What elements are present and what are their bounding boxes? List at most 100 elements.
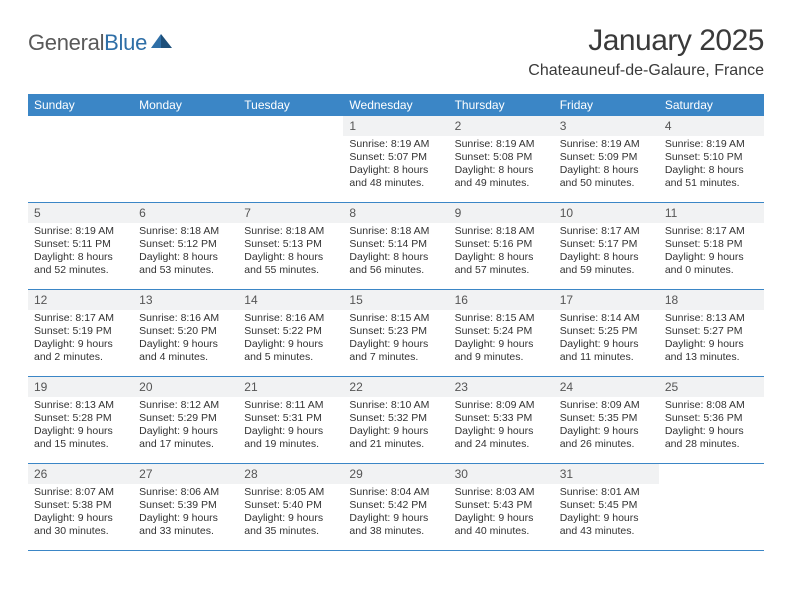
sunset-line: Sunset: 5:42 PM	[349, 499, 442, 512]
daylight-line: and 57 minutes.	[455, 264, 548, 277]
sunset-line: Sunset: 5:27 PM	[665, 325, 758, 338]
daylight-line: Daylight: 9 hours	[560, 512, 653, 525]
day-number: 3	[554, 116, 659, 136]
day-body: Sunrise: 8:08 AMSunset: 5:36 PMDaylight:…	[659, 397, 764, 455]
day-cell: 7 Sunrise: 8:18 AMSunset: 5:13 PMDaylight…	[238, 203, 343, 289]
day-number	[133, 116, 238, 136]
sunset-line: Sunset: 5:29 PM	[139, 412, 232, 425]
day-number: 14	[238, 290, 343, 310]
daylight-line: and 48 minutes.	[349, 177, 442, 190]
sunrise-line: Sunrise: 8:11 AM	[244, 399, 337, 412]
day-cell: 21Sunrise: 8:11 AMSunset: 5:31 PMDayligh…	[238, 377, 343, 463]
daylight-line: and 24 minutes.	[455, 438, 548, 451]
day-number: 23	[449, 377, 554, 397]
day-number: 27	[133, 464, 238, 484]
daylight-line: and 15 minutes.	[34, 438, 127, 451]
sunset-line: Sunset: 5:07 PM	[349, 151, 442, 164]
day-body	[133, 136, 238, 142]
daylight-line: and 40 minutes.	[455, 525, 548, 538]
sunrise-line: Sunrise: 8:19 AM	[34, 225, 127, 238]
day-body	[238, 136, 343, 142]
day-number	[659, 464, 764, 484]
daylight-line: and 11 minutes.	[560, 351, 653, 364]
sunrise-line: Sunrise: 8:08 AM	[665, 399, 758, 412]
sunrise-line: Sunrise: 8:18 AM	[349, 225, 442, 238]
sunrise-line: Sunrise: 8:12 AM	[139, 399, 232, 412]
daylight-line: Daylight: 9 hours	[349, 512, 442, 525]
daylight-line: Daylight: 9 hours	[349, 425, 442, 438]
sunrise-line: Sunrise: 8:17 AM	[560, 225, 653, 238]
daylight-line: Daylight: 9 hours	[560, 338, 653, 351]
daylight-line: and 28 minutes.	[665, 438, 758, 451]
daylight-line: and 43 minutes.	[560, 525, 653, 538]
day-cell: 31Sunrise: 8:01 AMSunset: 5:45 PMDayligh…	[554, 464, 659, 550]
day-body: Sunrise: 8:16 AMSunset: 5:22 PMDaylight:…	[238, 310, 343, 368]
day-header-row: Sunday Monday Tuesday Wednesday Thursday…	[28, 94, 764, 116]
daylight-line: Daylight: 9 hours	[139, 425, 232, 438]
daylight-line: and 53 minutes.	[139, 264, 232, 277]
day-header-cell: Tuesday	[238, 94, 343, 116]
day-number: 7	[238, 203, 343, 223]
sunset-line: Sunset: 5:38 PM	[34, 499, 127, 512]
day-cell: 17Sunrise: 8:14 AMSunset: 5:25 PMDayligh…	[554, 290, 659, 376]
day-cell: 8Sunrise: 8:18 AMSunset: 5:14 PMDaylight…	[343, 203, 448, 289]
sunset-line: Sunset: 5:16 PM	[455, 238, 548, 251]
sunrise-line: Sunrise: 8:01 AM	[560, 486, 653, 499]
day-header-cell: Monday	[133, 94, 238, 116]
sunrise-line: Sunrise: 8:17 AM	[34, 312, 127, 325]
month-title: January 2025	[528, 24, 764, 58]
daylight-line: Daylight: 9 hours	[665, 425, 758, 438]
daylight-line: and 0 minutes.	[665, 264, 758, 277]
daylight-line: Daylight: 8 hours	[455, 164, 548, 177]
day-body: Sunrise: 8:19 AMSunset: 5:10 PMDaylight:…	[659, 136, 764, 194]
daylight-line: and 50 minutes.	[560, 177, 653, 190]
daylight-line: Daylight: 9 hours	[455, 425, 548, 438]
day-number: 29	[343, 464, 448, 484]
sunrise-line: Sunrise: 8:13 AM	[34, 399, 127, 412]
day-cell: 2Sunrise: 8:19 AMSunset: 5:08 PMDaylight…	[449, 116, 554, 202]
day-number: 6	[133, 203, 238, 223]
day-cell: 30Sunrise: 8:03 AMSunset: 5:43 PMDayligh…	[449, 464, 554, 550]
day-cell: 6Sunrise: 8:18 AMSunset: 5:12 PMDaylight…	[133, 203, 238, 289]
sunrise-line: Sunrise: 8:04 AM	[349, 486, 442, 499]
sunrise-line: Sunrise: 8:07 AM	[34, 486, 127, 499]
day-number: 17	[554, 290, 659, 310]
sunset-line: Sunset: 5:45 PM	[560, 499, 653, 512]
sunset-line: Sunset: 5:35 PM	[560, 412, 653, 425]
sunrise-line: Sunrise: 8:17 AM	[665, 225, 758, 238]
day-cell	[659, 464, 764, 550]
sunset-line: Sunset: 5:31 PM	[244, 412, 337, 425]
daylight-line: and 33 minutes.	[139, 525, 232, 538]
day-cell: 23Sunrise: 8:09 AMSunset: 5:33 PMDayligh…	[449, 377, 554, 463]
logo-text: GeneralBlue	[28, 30, 147, 56]
day-number: 18	[659, 290, 764, 310]
sunrise-line: Sunrise: 8:19 AM	[349, 138, 442, 151]
day-cell: 22Sunrise: 8:10 AMSunset: 5:32 PMDayligh…	[343, 377, 448, 463]
daylight-line: Daylight: 9 hours	[34, 338, 127, 351]
sunrise-line: Sunrise: 8:18 AM	[244, 225, 337, 238]
day-cell: 24Sunrise: 8:09 AMSunset: 5:35 PMDayligh…	[554, 377, 659, 463]
calendar-page: GeneralBlue January 2025 Chateauneuf-de-…	[0, 0, 792, 571]
day-body: Sunrise: 8:13 AMSunset: 5:27 PMDaylight:…	[659, 310, 764, 368]
day-number: 1	[343, 116, 448, 136]
day-body: Sunrise: 8:09 AMSunset: 5:33 PMDaylight:…	[449, 397, 554, 455]
daylight-line: Daylight: 9 hours	[244, 512, 337, 525]
day-cell: 29 Sunrise: 8:04 AMSunset: 5:42 PMDayligh…	[343, 464, 448, 550]
daylight-line: Daylight: 9 hours	[244, 425, 337, 438]
daylight-line: Daylight: 8 hours	[455, 251, 548, 264]
day-cell: 14Sunrise: 8:16 AMSunset: 5:22 PMDayligh…	[238, 290, 343, 376]
daylight-line: Daylight: 9 hours	[455, 512, 548, 525]
day-body: Sunrise: 8:09 AMSunset: 5:35 PMDaylight:…	[554, 397, 659, 455]
sunset-line: Sunset: 5:13 PM	[244, 238, 337, 251]
location-label: Chateauneuf-de-Galaure, France	[528, 62, 764, 80]
weeks-container: 1Sunrise: 8:19 AMSunset: 5:07 PMDaylight…	[28, 116, 764, 551]
day-number: 2	[449, 116, 554, 136]
day-body: Sunrise: 8:15 AMSunset: 5:23 PMDaylight:…	[343, 310, 448, 368]
day-body: Sunrise: 8:17 AMSunset: 5:17 PMDaylight:…	[554, 223, 659, 281]
sunrise-line: Sunrise: 8:13 AM	[665, 312, 758, 325]
daylight-line: Daylight: 8 hours	[244, 251, 337, 264]
day-cell: 15Sunrise: 8:15 AMSunset: 5:23 PMDayligh…	[343, 290, 448, 376]
sunrise-line: Sunrise: 8:09 AM	[560, 399, 653, 412]
day-cell	[238, 116, 343, 202]
daylight-line: and 4 minutes.	[139, 351, 232, 364]
